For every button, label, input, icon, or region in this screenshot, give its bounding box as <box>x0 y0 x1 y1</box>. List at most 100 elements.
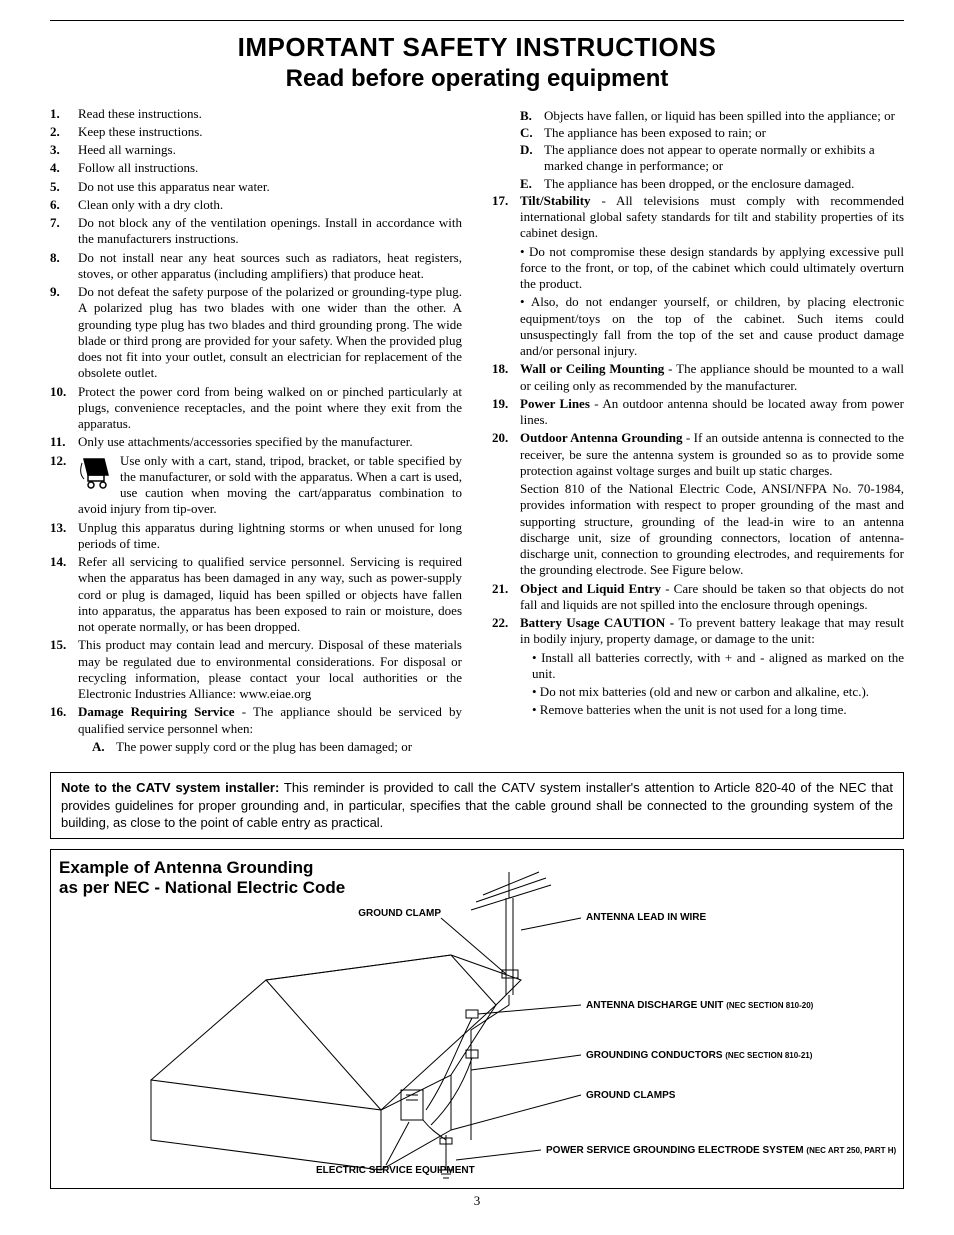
list-item: 16.Damage Requiring Service - The applia… <box>50 704 462 756</box>
title-line-2: Read before operating equipment <box>50 64 904 94</box>
list-item: 1.Read these instructions. <box>50 106 462 122</box>
cart-tipover-icon <box>78 455 114 491</box>
bullet-item: • Install all batteries correctly, with … <box>532 650 904 683</box>
item-text: Read these instructions. <box>78 106 202 121</box>
item-body: Do not install near any heat sources suc… <box>78 250 462 283</box>
sub-letter: B. <box>520 108 544 124</box>
list-item: 13.Unplug this apparatus during lightnin… <box>50 520 462 553</box>
item-text: Heed all warnings. <box>78 142 176 157</box>
item-body: Damage Requiring Service - The appliance… <box>78 704 462 756</box>
sub-text: The appliance does not appear to operate… <box>544 142 904 175</box>
list-item: 9.Do not defeat the safety purpose of th… <box>50 284 462 382</box>
item-lead: Power Lines <box>520 396 590 411</box>
item-body: Unplug this apparatus during lightning s… <box>78 520 462 553</box>
item-number: 10. <box>50 384 78 433</box>
label-antenna-lead: ANTENNA LEAD IN WIRE <box>586 912 706 925</box>
item-body: This product may contain lead and mercur… <box>78 637 462 702</box>
list-item: 21.Object and Liquid Entry - Care should… <box>492 581 904 614</box>
item-number: 5. <box>50 179 78 195</box>
sub-letter: C. <box>520 125 544 141</box>
item-paragraph: Section 810 of the National Electric Cod… <box>520 481 904 579</box>
item-body: Clean only with a dry cloth. <box>78 197 462 213</box>
item-number: 9. <box>50 284 78 382</box>
list-item: 18.Wall or Ceiling Mounting - The applia… <box>492 361 904 394</box>
item-number: 18. <box>492 361 520 394</box>
sub-list: A.The power supply cord or the plug has … <box>78 739 462 755</box>
list-item: 7.Do not block any of the ventilation op… <box>50 215 462 248</box>
item-number: 20. <box>492 430 520 578</box>
item-text: Keep these instructions. <box>78 124 203 139</box>
sub-letter: A. <box>92 739 116 755</box>
item-body: Follow all instructions. <box>78 160 462 176</box>
item-number: 11. <box>50 434 78 450</box>
item-number: 22. <box>492 615 520 721</box>
item-number: 3. <box>50 142 78 158</box>
item-body: Tilt/Stability - All televisions must co… <box>520 193 904 360</box>
bullet-item: • Do not mix batteries (old and new or c… <box>532 684 904 700</box>
list-item: 15.This product may contain lead and mer… <box>50 637 462 702</box>
item-number: 8. <box>50 250 78 283</box>
item-body: Refer all servicing to qualified service… <box>78 554 462 635</box>
item-body: Object and Liquid Entry - Care should be… <box>520 581 904 614</box>
list-item: 2.Keep these instructions. <box>50 124 462 140</box>
item-lead: Wall or Ceiling Mounting <box>520 361 664 376</box>
list-item: 5.Do not use this apparatus near water. <box>50 179 462 195</box>
item-number: 2. <box>50 124 78 140</box>
note-lead: Note to the CATV system installer: <box>61 780 279 795</box>
list-item: 10.Protect the power cord from being wal… <box>50 384 462 433</box>
item-text: Do not block any of the ventilation open… <box>78 215 462 246</box>
item-body: Power Lines - An outdoor antenna should … <box>520 396 904 429</box>
item-paragraph: • Also, do not endanger yourself, or chi… <box>520 294 904 359</box>
item-number: 21. <box>492 581 520 614</box>
list-item: 3.Heed all warnings. <box>50 142 462 158</box>
item-lead: Damage Requiring Service <box>78 704 235 719</box>
label-discharge-unit: ANTENNA DISCHARGE UNIT (NEC SECTION 810-… <box>586 1000 813 1013</box>
two-column-layout: 1.Read these instructions. 2.Keep these i… <box>50 106 904 759</box>
sub-letter: D. <box>520 142 544 175</box>
item-text: This product may contain lead and mercur… <box>78 637 462 701</box>
sub-item: C.The appliance has been exposed to rain… <box>520 125 904 141</box>
list-item: 12.Use only with a cart, stand, tripod, … <box>50 453 462 518</box>
sub-item: A.The power supply cord or the plug has … <box>92 739 462 755</box>
left-instruction-list: 1.Read these instructions. 2.Keep these i… <box>50 106 462 757</box>
item-lead: Object and Liquid Entry <box>520 581 661 596</box>
item-body: Outdoor Antenna Grounding - If an outsid… <box>520 430 904 578</box>
item-body: Wall or Ceiling Mounting - The appliance… <box>520 361 904 394</box>
list-item: 20.Outdoor Antenna Grounding - If an out… <box>492 430 904 578</box>
item-body: Protect the power cord from being walked… <box>78 384 462 433</box>
item-lead: Battery Usage CAUTION - <box>520 615 678 630</box>
item-number: 4. <box>50 160 78 176</box>
list-item: 8.Do not install near any heat sources s… <box>50 250 462 283</box>
antenna-diagram-box: Example of Antenna Grounding as per NEC … <box>50 849 904 1189</box>
item-body: Do not defeat the safety purpose of the … <box>78 284 462 382</box>
item-body: Use only with a cart, stand, tripod, bra… <box>78 453 462 518</box>
item-number: 14. <box>50 554 78 635</box>
sub-item: B.Objects have fallen, or liquid has bee… <box>520 108 904 124</box>
list-item: 14.Refer all servicing to qualified serv… <box>50 554 462 635</box>
sub-text: The appliance has been exposed to rain; … <box>544 125 904 141</box>
item-body: Do not use this apparatus near water. <box>78 179 462 195</box>
item-lead: Outdoor Antenna Grounding <box>520 430 682 445</box>
title-line-1: IMPORTANT SAFETY INSTRUCTIONS <box>50 31 904 64</box>
item-number: 7. <box>50 215 78 248</box>
title-block: IMPORTANT SAFETY INSTRUCTIONS Read befor… <box>50 31 904 94</box>
sub-text: Objects have fallen, or liquid has been … <box>544 108 904 124</box>
label-power-service: POWER SERVICE GROUNDING ELECTRODE SYSTEM… <box>546 1145 896 1158</box>
item-number: 13. <box>50 520 78 553</box>
right-instruction-list: 17.Tilt/Stability - All televisions must… <box>492 193 904 721</box>
item-text: Do not use this apparatus near water. <box>78 179 270 194</box>
list-item: 6.Clean only with a dry cloth. <box>50 197 462 213</box>
item-text: Only use attachments/accessories specifi… <box>78 434 413 449</box>
list-item: 4.Follow all instructions. <box>50 160 462 176</box>
item-text: Follow all instructions. <box>78 160 198 175</box>
sub-item: D.The appliance does not appear to opera… <box>520 142 904 175</box>
sub-item: E.The appliance has been dropped, or the… <box>520 176 904 192</box>
item-body: Only use attachments/accessories specifi… <box>78 434 462 450</box>
label-ground-clamp: GROUND CLAMP <box>351 908 441 921</box>
item-number: 6. <box>50 197 78 213</box>
item-body: Heed all warnings. <box>78 142 462 158</box>
label-electric-service: ELECTRIC SERVICE EQUIPMENT <box>316 1165 475 1178</box>
item-body: Keep these instructions. <box>78 124 462 140</box>
sub-letter: E. <box>520 176 544 192</box>
item-text: Unplug this apparatus during lightning s… <box>78 520 462 551</box>
